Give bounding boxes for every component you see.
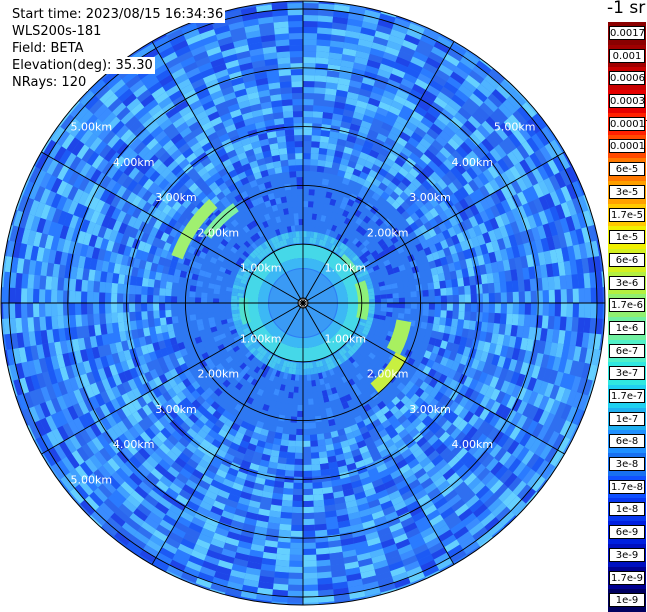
colorbar-segment: 1e-7 bbox=[608, 407, 646, 431]
colorbar-tick-label: 3e-6 bbox=[609, 275, 645, 290]
colorbar-segment: 1e-8 bbox=[608, 498, 646, 522]
instrument-label: WLS200s-181 bbox=[10, 23, 104, 40]
range-ring-label: 5.00km bbox=[71, 121, 113, 134]
colorbar-tick-label: 1e-9 bbox=[609, 593, 645, 608]
colorbar-tick-label: 1e-5 bbox=[609, 230, 645, 245]
colorbar-unit: -1 sr bbox=[607, 0, 646, 18]
colorbar-tick-label: 6e-5 bbox=[609, 162, 645, 177]
colorbar-tick-label: 6e-8 bbox=[609, 434, 645, 449]
colorbar-tick-label: 0.0017 bbox=[609, 26, 645, 40]
colorbar-segment: 3e-5 bbox=[608, 180, 646, 204]
colorbar-tick-label: 0.001 bbox=[609, 48, 645, 63]
range-ring-label: 1.00km bbox=[240, 332, 282, 345]
colorbar-segment: 1.7e-5 bbox=[608, 203, 646, 227]
colorbar-segment: 6e-7 bbox=[608, 339, 646, 363]
range-ring-label: 2.00km bbox=[198, 368, 240, 381]
azimuth-spoke bbox=[41, 151, 304, 304]
center-marker-icon bbox=[297, 297, 309, 309]
range-ring-label: 5.00km bbox=[494, 121, 536, 134]
range-ring-label: 2.00km bbox=[367, 226, 409, 239]
colorbar-segment: 0.0001 bbox=[608, 135, 646, 159]
colorbar-segment: 6e-9 bbox=[608, 521, 646, 544]
colorbar-tick-label: 3e-5 bbox=[609, 184, 645, 199]
start-time-label: Start time: 2023/08/15 16:34:36 bbox=[10, 6, 226, 23]
azimuth-spoke bbox=[302, 151, 565, 304]
colorbar-tick-label: 1e-7 bbox=[609, 411, 645, 426]
colorbar-tick-label: 3e-7 bbox=[609, 366, 645, 381]
colorbar-segment: 0.0006 bbox=[608, 67, 646, 91]
range-ring-label: 4.00km bbox=[113, 438, 155, 451]
colorbar-tick-label: 0.0001 bbox=[609, 139, 645, 154]
colorbar-tick-label: 6e-7 bbox=[609, 343, 645, 358]
azimuth-spoke bbox=[41, 302, 304, 455]
colorbar-tick-label: 1.7e-6 bbox=[609, 298, 645, 313]
range-ring-label: 1.00km bbox=[325, 262, 367, 275]
colorbar-segment: 1.7e-6 bbox=[608, 294, 646, 317]
ppi-scan-plot: 1.00km 1.00km 1.00km 1.00km 2.00km 2.00km 2.00… bbox=[0, 0, 606, 606]
colorbar-segment: 1e-5 bbox=[608, 226, 646, 249]
colorbar-tick-label: 1.7e-9 bbox=[609, 570, 645, 585]
colorbar-segment: 6e-8 bbox=[608, 430, 646, 454]
colorbar-tick-label: 1.7e-7 bbox=[609, 389, 645, 403]
colorbar-segment: 0.00017 bbox=[608, 112, 647, 136]
azimuth-spoke bbox=[151, 302, 304, 565]
range-ring-label: 1.00km bbox=[240, 262, 282, 275]
range-ring-labels: 1.00km 1.00km 1.00km 1.00km 2.00km 2.00km 2.00… bbox=[71, 121, 536, 487]
azimuth-spoke bbox=[151, 41, 304, 304]
colorbar-segment: 1.7e-8 bbox=[608, 475, 646, 499]
colorbar-tick-label: 1.7e-8 bbox=[609, 479, 645, 494]
colorbar-segment: 1.7e-7 bbox=[608, 385, 646, 408]
colorbar-segment: 3e-7 bbox=[608, 362, 646, 385]
colorbar-segment: 1e-6 bbox=[608, 316, 646, 340]
colorbar-tick-label: 6e-6 bbox=[609, 252, 645, 267]
colorbar-segment: 3e-8 bbox=[608, 453, 646, 476]
range-ring-label: 3.00km bbox=[155, 403, 197, 416]
azimuth-spokes bbox=[1, 1, 605, 605]
colorbar-tick-label: 1.7e-5 bbox=[609, 207, 645, 222]
colorbar-segment: 3e-9 bbox=[608, 543, 646, 567]
range-ring-label: 3.00km bbox=[409, 403, 451, 416]
colorbar-segment: 6e-5 bbox=[608, 158, 646, 181]
elevation-label: Elevation(deg): 35.30 bbox=[10, 57, 155, 74]
colorbar-segment: 3e-6 bbox=[608, 271, 646, 295]
colorbar-segment: 0.0003 bbox=[608, 90, 646, 113]
azimuth-spoke bbox=[302, 302, 455, 565]
colorbar: 0.0017 0.001 0.0006 0.0003 0.00017 0.0001 6e-5… bbox=[608, 22, 647, 612]
colorbar-segment: 0.001 bbox=[608, 44, 646, 68]
colorbar-segment: 0.0017 bbox=[608, 22, 646, 45]
range-ring-label: 1.00km bbox=[325, 332, 367, 345]
nrays-label: NRays: 120 bbox=[10, 74, 89, 91]
azimuth-spoke bbox=[302, 41, 455, 304]
colorbar-segment: 1e-9 bbox=[608, 589, 646, 612]
range-ring-label: 4.00km bbox=[452, 438, 494, 451]
colorbar-segment: 1.7e-9 bbox=[608, 566, 646, 590]
colorbar-tick-label: 0.0003 bbox=[609, 94, 645, 109]
colorbar-tick-label: 1e-6 bbox=[609, 320, 645, 335]
colorbar-segment: 6e-6 bbox=[608, 248, 646, 272]
colorbar-tick-label: 0.00017 bbox=[609, 116, 647, 131]
range-ring-label: 4.00km bbox=[452, 156, 494, 169]
colorbar-tick-label: 3e-9 bbox=[609, 547, 645, 562]
field-label: Field: BETA bbox=[10, 40, 86, 57]
colorbar-tick-label: 3e-8 bbox=[609, 457, 645, 472]
range-ring-label: 5.00km bbox=[71, 473, 113, 486]
scan-info-panel: Start time: 2023/08/15 16:34:36 WLS200s-… bbox=[10, 6, 226, 91]
range-ring-label: 4.00km bbox=[113, 156, 155, 169]
range-ring-label: 2.00km bbox=[198, 226, 240, 239]
colorbar-tick-label: 1e-8 bbox=[609, 502, 645, 517]
range-ring-label: 3.00km bbox=[155, 191, 197, 204]
colorbar-tick-label: 6e-9 bbox=[609, 525, 645, 540]
range-ring-label: 2.00km bbox=[367, 368, 409, 381]
azimuth-spoke bbox=[302, 302, 565, 455]
colorbar-tick-label: 0.0006 bbox=[609, 71, 645, 86]
range-ring-label: 3.00km bbox=[409, 191, 451, 204]
